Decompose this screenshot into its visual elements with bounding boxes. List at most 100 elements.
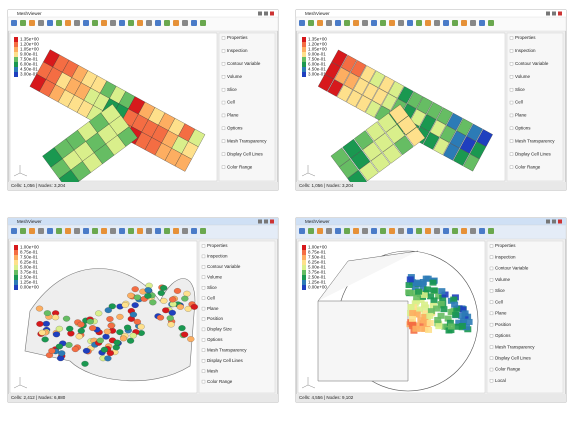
- toolbar-button[interactable]: [443, 20, 449, 26]
- checkbox[interactable]: [201, 348, 206, 352]
- window-button[interactable]: [270, 219, 274, 224]
- checkbox[interactable]: [201, 306, 206, 311]
- toolbar-button[interactable]: [47, 20, 53, 26]
- window-button[interactable]: [270, 11, 274, 16]
- toolbar-button[interactable]: [11, 228, 17, 234]
- checkbox[interactable]: [509, 126, 514, 131]
- toolbar-button[interactable]: [20, 228, 26, 234]
- toolbar-button[interactable]: [344, 228, 350, 234]
- checkbox[interactable]: [509, 75, 514, 79]
- window-button[interactable]: [258, 219, 262, 224]
- toolbar-button[interactable]: [83, 20, 89, 26]
- toolbar-button[interactable]: [164, 228, 170, 234]
- toolbar-button[interactable]: [173, 20, 179, 26]
- toolbar-button[interactable]: [407, 228, 413, 234]
- toolbar-button[interactable]: [146, 20, 152, 26]
- toolbar-button[interactable]: [416, 20, 422, 26]
- checkbox[interactable]: [221, 152, 226, 156]
- window-button[interactable]: [258, 11, 262, 16]
- toolbar-button[interactable]: [128, 20, 134, 26]
- checkbox[interactable]: [221, 75, 226, 79]
- checkbox[interactable]: [489, 289, 494, 293]
- toolbar-button[interactable]: [308, 228, 314, 234]
- toolbar-button[interactable]: [20, 20, 26, 26]
- checkbox[interactable]: [489, 311, 494, 316]
- toolbar-button[interactable]: [56, 20, 62, 26]
- toolbar-button[interactable]: [65, 228, 71, 234]
- toolbar-button[interactable]: [308, 20, 314, 26]
- toolbar-button[interactable]: [398, 228, 404, 234]
- toolbar-button[interactable]: [371, 228, 377, 234]
- checkbox[interactable]: [489, 379, 494, 383]
- checkbox[interactable]: [201, 317, 206, 321]
- toolbar-button[interactable]: [317, 20, 323, 26]
- checkbox[interactable]: [489, 300, 494, 304]
- toolbar-button[interactable]: [29, 228, 35, 234]
- toolbar-button[interactable]: [353, 20, 359, 26]
- toolbar-button[interactable]: [155, 228, 161, 234]
- toolbar-button[interactable]: [326, 228, 332, 234]
- toolbar-button[interactable]: [191, 20, 197, 26]
- toolbar-button[interactable]: [461, 228, 467, 234]
- toolbar-button[interactable]: [362, 20, 368, 26]
- toolbar-button[interactable]: [380, 20, 386, 26]
- checkbox[interactable]: [201, 254, 206, 259]
- toolbar-button[interactable]: [119, 228, 125, 234]
- toolbar-button[interactable]: [443, 228, 449, 234]
- toolbar-button[interactable]: [371, 20, 377, 26]
- toolbar-button[interactable]: [137, 20, 143, 26]
- toolbar-button[interactable]: [470, 228, 476, 234]
- toolbar-button[interactable]: [479, 20, 485, 26]
- toolbar-button[interactable]: [200, 20, 206, 26]
- toolbar-button[interactable]: [146, 228, 152, 234]
- toolbar-button[interactable]: [110, 20, 116, 26]
- toolbar-button[interactable]: [110, 228, 116, 234]
- toolbar-button[interactable]: [83, 228, 89, 234]
- toolbar-button[interactable]: [299, 20, 305, 26]
- window-button[interactable]: [558, 219, 562, 224]
- toolbar-button[interactable]: [47, 228, 53, 234]
- toolbar-button[interactable]: [299, 228, 305, 234]
- toolbar-button[interactable]: [182, 228, 188, 234]
- toolbar-button[interactable]: [389, 20, 395, 26]
- checkbox[interactable]: [221, 49, 226, 53]
- toolbar-button[interactable]: [416, 228, 422, 234]
- toolbar-button[interactable]: [65, 20, 71, 26]
- checkbox[interactable]: [201, 369, 206, 373]
- toolbar-button[interactable]: [182, 20, 188, 26]
- checkbox[interactable]: [489, 345, 494, 349]
- checkbox[interactable]: [221, 87, 226, 92]
- checkbox[interactable]: [489, 356, 494, 360]
- toolbar-button[interactable]: [407, 20, 413, 26]
- checkbox[interactable]: [201, 338, 206, 342]
- toolbar-button[interactable]: [74, 228, 80, 234]
- toolbar-button[interactable]: [461, 20, 467, 26]
- toolbar-button[interactable]: [173, 228, 179, 234]
- checkbox[interactable]: [489, 334, 494, 338]
- toolbar-button[interactable]: [344, 20, 350, 26]
- toolbar-button[interactable]: [470, 20, 476, 26]
- checkbox[interactable]: [201, 286, 206, 290]
- toolbar-button[interactable]: [101, 228, 107, 234]
- checkbox[interactable]: [201, 359, 206, 363]
- checkbox[interactable]: [221, 100, 226, 105]
- checkbox[interactable]: [221, 165, 226, 169]
- checkbox[interactable]: [221, 62, 226, 66]
- checkbox[interactable]: [489, 367, 494, 372]
- window-button[interactable]: [546, 219, 550, 224]
- checkbox[interactable]: [201, 275, 206, 279]
- toolbar-button[interactable]: [326, 20, 332, 26]
- toolbar-button[interactable]: [434, 228, 440, 234]
- window-button[interactable]: [264, 219, 268, 224]
- toolbar-button[interactable]: [38, 228, 44, 234]
- toolbar-button[interactable]: [92, 20, 98, 26]
- toolbar-button[interactable]: [488, 20, 494, 26]
- checkbox[interactable]: [509, 87, 514, 92]
- toolbar-button[interactable]: [56, 228, 62, 234]
- toolbar-button[interactable]: [101, 20, 107, 26]
- checkbox[interactable]: [509, 36, 514, 40]
- window-button[interactable]: [552, 219, 556, 224]
- checkbox[interactable]: [509, 62, 514, 66]
- toolbar-button[interactable]: [317, 228, 323, 234]
- toolbar-button[interactable]: [200, 228, 206, 234]
